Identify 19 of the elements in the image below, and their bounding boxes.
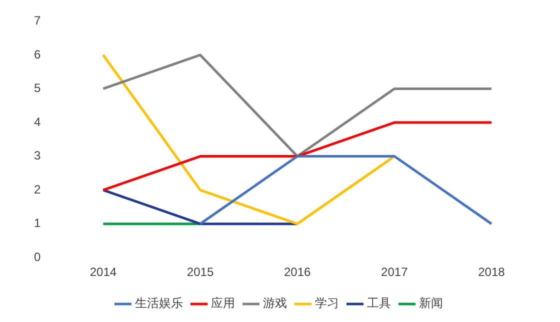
y-tick-label: 4 [34, 114, 41, 129]
x-tick-label: 2014 [90, 265, 117, 280]
y-tick-label: 3 [34, 148, 41, 163]
y-tick-label: 2 [34, 182, 41, 196]
legend-label: 新闻 [419, 296, 443, 310]
legend-label: 游戏 [263, 296, 287, 310]
y-tick-label: 7 [34, 14, 41, 28]
x-tick-label: 2015 [186, 265, 214, 280]
x-tick-label: 2018 [478, 265, 506, 280]
y-tick-label: 1 [34, 216, 41, 230]
x-tick-label: 2017 [381, 265, 408, 280]
y-tick-label: 0 [34, 250, 41, 264]
y-tick-label: 5 [34, 81, 41, 96]
legend-label: 应用 [211, 296, 235, 310]
legend-label: 学习 [315, 296, 339, 310]
y-tick-label: 6 [34, 47, 41, 62]
legend-label: 工具 [367, 296, 391, 310]
legend-label: 生活娱乐 [135, 296, 183, 310]
x-tick-label: 2016 [284, 265, 312, 280]
